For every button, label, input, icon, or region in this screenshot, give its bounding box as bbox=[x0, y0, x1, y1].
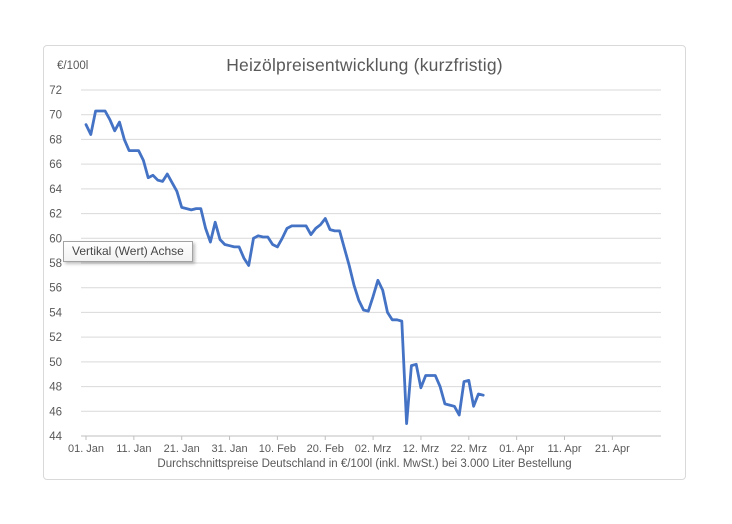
x-tick-label[interactable]: 21. Apr bbox=[595, 443, 630, 455]
chart-area[interactable]: Heizölpreisentwicklung (kurzfristig) €/1… bbox=[43, 45, 686, 480]
x-tick-label[interactable]: 01. Apr bbox=[499, 443, 534, 455]
x-tick-label[interactable]: 02. Mrz bbox=[355, 443, 392, 455]
y-tick-label[interactable]: 62 bbox=[49, 209, 62, 221]
y-tick-label[interactable]: 48 bbox=[49, 382, 62, 394]
x-tick-label[interactable]: 11. Jan bbox=[116, 443, 151, 455]
y-tick-label[interactable]: 54 bbox=[49, 307, 62, 319]
y-tick-label[interactable]: 60 bbox=[49, 233, 62, 245]
y-tick-label[interactable]: 66 bbox=[49, 159, 62, 171]
x-axis-title[interactable]: Durchschnittspreise Deutschland in €/100… bbox=[157, 458, 572, 470]
x-tick-label[interactable]: 01. Jan bbox=[68, 443, 104, 455]
y-tick-label[interactable]: 56 bbox=[49, 283, 62, 295]
x-tick-label[interactable]: 20. Feb bbox=[307, 443, 344, 455]
chart-plot-svg[interactable]: 01. Jan 11. Jan 21. Jan 31. Jan 10. Feb 20. F… bbox=[44, 46, 685, 479]
y-tick-label[interactable]: 70 bbox=[49, 110, 62, 122]
x-tick-label[interactable]: 11. Apr bbox=[547, 443, 581, 455]
y-tick-label[interactable]: 72 bbox=[49, 85, 62, 97]
x-tick-label[interactable]: 31. Jan bbox=[212, 443, 248, 455]
y-tick-label[interactable]: 50 bbox=[49, 357, 62, 369]
y-axis-unit-label[interactable]: €/100l bbox=[57, 60, 89, 72]
x-tick-label[interactable]: 22. Mrz bbox=[450, 443, 487, 455]
y-tick-label[interactable]: 46 bbox=[49, 406, 62, 418]
axis-tooltip: Vertikal (Wert) Achse bbox=[63, 241, 193, 262]
y-tick-label[interactable]: 68 bbox=[49, 134, 62, 146]
x-tick-label[interactable]: 21. Jan bbox=[164, 443, 200, 455]
y-tick-label[interactable]: 44 bbox=[49, 431, 62, 443]
x-tick-label[interactable]: 10. Feb bbox=[259, 443, 296, 455]
y-tick-label[interactable]: 58 bbox=[49, 258, 62, 270]
y-tick-label[interactable]: 52 bbox=[49, 332, 62, 344]
x-tick-label[interactable]: 12. Mrz bbox=[403, 443, 440, 455]
chart-title[interactable]: Heizölpreisentwicklung (kurzfristig) bbox=[226, 55, 503, 75]
y-tick-label[interactable]: 64 bbox=[49, 184, 62, 196]
price-series-line[interactable] bbox=[84, 109, 485, 426]
